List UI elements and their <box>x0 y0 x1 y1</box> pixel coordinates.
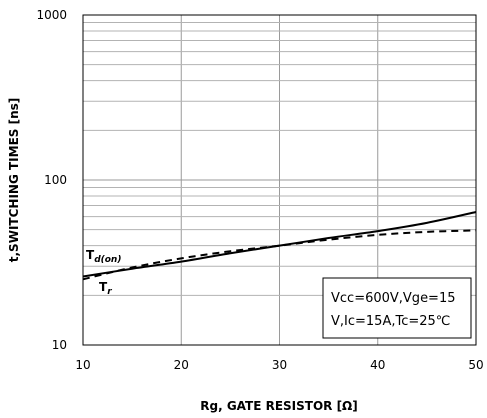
x-tick-label: 40 <box>370 358 385 372</box>
series-label-tr: Tr <box>99 280 112 297</box>
series-line-tdon <box>82 211 477 278</box>
conditions-legend: Vcc=600V,Vge=15 V,Ic=15A,Tc=25℃ <box>322 277 472 339</box>
plot-frame <box>82 14 477 346</box>
series-label-tdon: Td(on) <box>86 248 121 265</box>
y-tick-label: 1000 <box>36 8 67 22</box>
y-axis-title: t,SWITCHING TIMES [ns] <box>7 98 21 262</box>
y-tick-label: 100 <box>44 173 67 187</box>
tick-labels: 10 20 30 40 50 10 100 1000 <box>36 8 483 372</box>
x-tick-label: 20 <box>174 358 189 372</box>
conditions-box <box>322 277 472 339</box>
conditions-line-1: Vcc=600V,Vge=15 <box>331 291 456 306</box>
x-axis-title: Rg, GATE RESISTOR [Ω] <box>200 399 358 413</box>
series-lines <box>82 211 477 281</box>
x-tick-label: 30 <box>272 358 287 372</box>
series-labels: Td(on) Tr <box>86 248 121 297</box>
x-tick-label: 10 <box>75 358 90 372</box>
y-tick-label: 10 <box>52 338 67 352</box>
conditions-line-2: V,Ic=15A,Tc=25℃ <box>331 314 450 329</box>
x-tick-label: 50 <box>468 358 483 372</box>
series-line-tr <box>82 229 477 281</box>
